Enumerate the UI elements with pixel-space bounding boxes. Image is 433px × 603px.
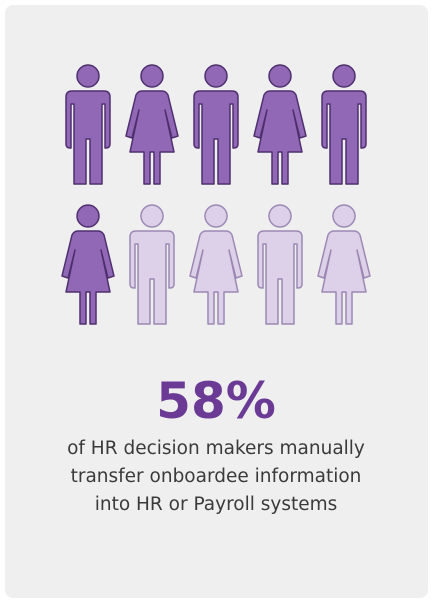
head	[76, 64, 100, 88]
body	[129, 230, 175, 325]
pictogram	[61, 64, 371, 325]
head	[268, 204, 292, 228]
man-icon	[321, 64, 367, 185]
man-icon	[129, 204, 175, 325]
body	[189, 230, 243, 325]
caption-line: into HR or Payroll systems	[95, 494, 338, 515]
body	[321, 90, 367, 185]
head	[204, 204, 228, 228]
head	[140, 64, 164, 88]
head	[76, 204, 100, 228]
woman-icon	[125, 64, 179, 185]
woman-icon	[61, 204, 115, 325]
head	[140, 204, 164, 228]
body	[193, 90, 239, 185]
stat: 58%	[156, 372, 276, 430]
body	[65, 90, 111, 185]
body	[125, 90, 179, 185]
body	[257, 230, 303, 325]
card	[5, 5, 428, 598]
man-icon	[65, 64, 111, 185]
man-icon	[257, 204, 303, 325]
head	[204, 64, 228, 88]
body	[253, 90, 307, 185]
man-icon	[193, 64, 239, 185]
body	[61, 230, 115, 325]
woman-icon	[253, 64, 307, 185]
caption-line: of HR decision makers manually	[67, 438, 365, 459]
head	[332, 204, 356, 228]
woman-icon	[317, 204, 371, 325]
woman-icon	[189, 204, 243, 325]
head	[268, 64, 292, 88]
caption-line: transfer onboardee information	[71, 466, 362, 487]
head	[332, 64, 356, 88]
body	[317, 230, 371, 325]
